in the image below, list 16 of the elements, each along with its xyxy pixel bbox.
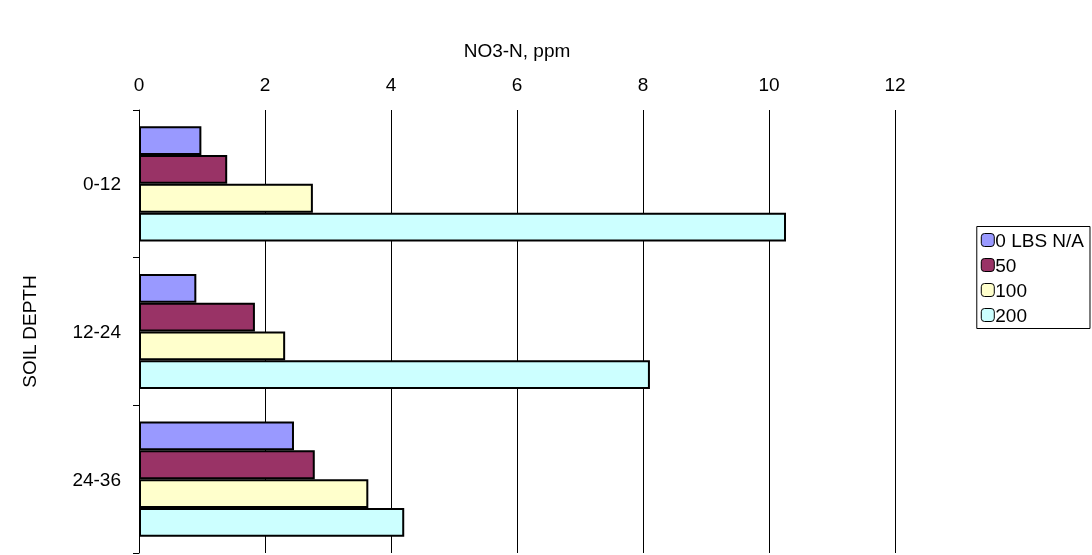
y-axis-title: SOIL DEPTH <box>19 275 40 388</box>
x-tick-label: 6 <box>511 74 523 95</box>
legend-label: 200 <box>995 304 1027 326</box>
x-tick-label: 8 <box>637 74 649 95</box>
x-axis-title: NO3-N, ppm <box>463 40 571 61</box>
x-tick-label: 12 <box>884 74 906 95</box>
legend-label: 0 LBS N/A <box>995 229 1085 251</box>
x-tick-label: 2 <box>259 74 271 95</box>
legend-label: 100 <box>995 279 1027 301</box>
x-tick-label: 10 <box>758 74 780 95</box>
y-tick-label: 12-24 <box>72 321 122 342</box>
x-tick-label: 4 <box>385 74 397 95</box>
legend-label: 50 <box>995 254 1017 276</box>
x-tick-label: 0 <box>133 74 145 95</box>
y-tick-label: 0-12 <box>82 173 121 195</box>
y-tick-label: 24-36 <box>72 468 121 490</box>
